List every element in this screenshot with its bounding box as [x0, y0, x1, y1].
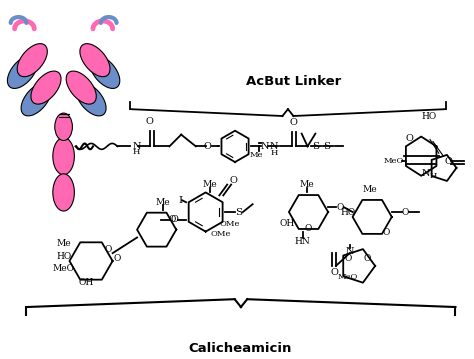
Text: O: O [336, 202, 344, 211]
Text: O: O [170, 215, 178, 224]
Text: O: O [305, 224, 312, 233]
Text: O: O [290, 118, 298, 127]
Text: O: O [229, 176, 237, 185]
Text: H: H [271, 149, 278, 157]
Ellipse shape [53, 137, 74, 175]
Text: Calicheamicin: Calicheamicin [188, 342, 292, 355]
Text: N: N [260, 142, 269, 151]
Text: OH: OH [79, 278, 94, 287]
Text: S: S [312, 142, 319, 151]
Text: I: I [178, 196, 182, 205]
Text: HN: HN [295, 237, 310, 246]
Text: O: O [146, 117, 154, 126]
Text: OH: OH [279, 219, 294, 228]
Ellipse shape [17, 44, 47, 77]
Text: Me: Me [250, 151, 264, 159]
Text: N: N [132, 142, 141, 151]
Ellipse shape [55, 113, 73, 140]
Ellipse shape [53, 174, 74, 211]
Ellipse shape [76, 83, 106, 116]
Text: MeO: MeO [383, 157, 404, 165]
Ellipse shape [21, 83, 51, 116]
Text: H: H [429, 172, 437, 180]
Text: HO: HO [340, 208, 356, 216]
Text: MeO: MeO [53, 264, 74, 273]
Text: AcBut Linker: AcBut Linker [246, 75, 341, 88]
Text: O: O [402, 208, 409, 216]
Text: O: O [169, 215, 176, 224]
Text: OMe: OMe [220, 220, 240, 228]
Text: MeO: MeO [337, 273, 358, 281]
Text: O: O [364, 253, 371, 262]
Text: O: O [445, 157, 453, 165]
Ellipse shape [90, 55, 120, 88]
Text: Me: Me [56, 239, 71, 248]
Text: O: O [204, 142, 211, 151]
Text: S: S [236, 208, 243, 216]
Text: H: H [132, 148, 139, 156]
Text: Me: Me [363, 185, 378, 194]
Text: N: N [346, 247, 354, 256]
Text: S: S [324, 142, 331, 151]
Text: Me: Me [299, 180, 314, 189]
Text: Me: Me [202, 180, 217, 189]
Text: OMe: OMe [210, 229, 230, 238]
Ellipse shape [80, 44, 110, 77]
Ellipse shape [8, 55, 37, 88]
Ellipse shape [66, 71, 96, 104]
Text: HO: HO [56, 252, 71, 261]
Text: O: O [382, 228, 390, 237]
Text: N: N [422, 169, 430, 178]
Text: O: O [344, 253, 351, 262]
Text: O: O [405, 134, 413, 143]
Text: N: N [270, 142, 279, 151]
Text: HO: HO [421, 112, 437, 121]
Text: O: O [105, 245, 112, 254]
Ellipse shape [31, 71, 61, 104]
Text: O: O [330, 268, 338, 277]
Text: Me: Me [155, 198, 170, 207]
Text: O: O [114, 253, 121, 262]
